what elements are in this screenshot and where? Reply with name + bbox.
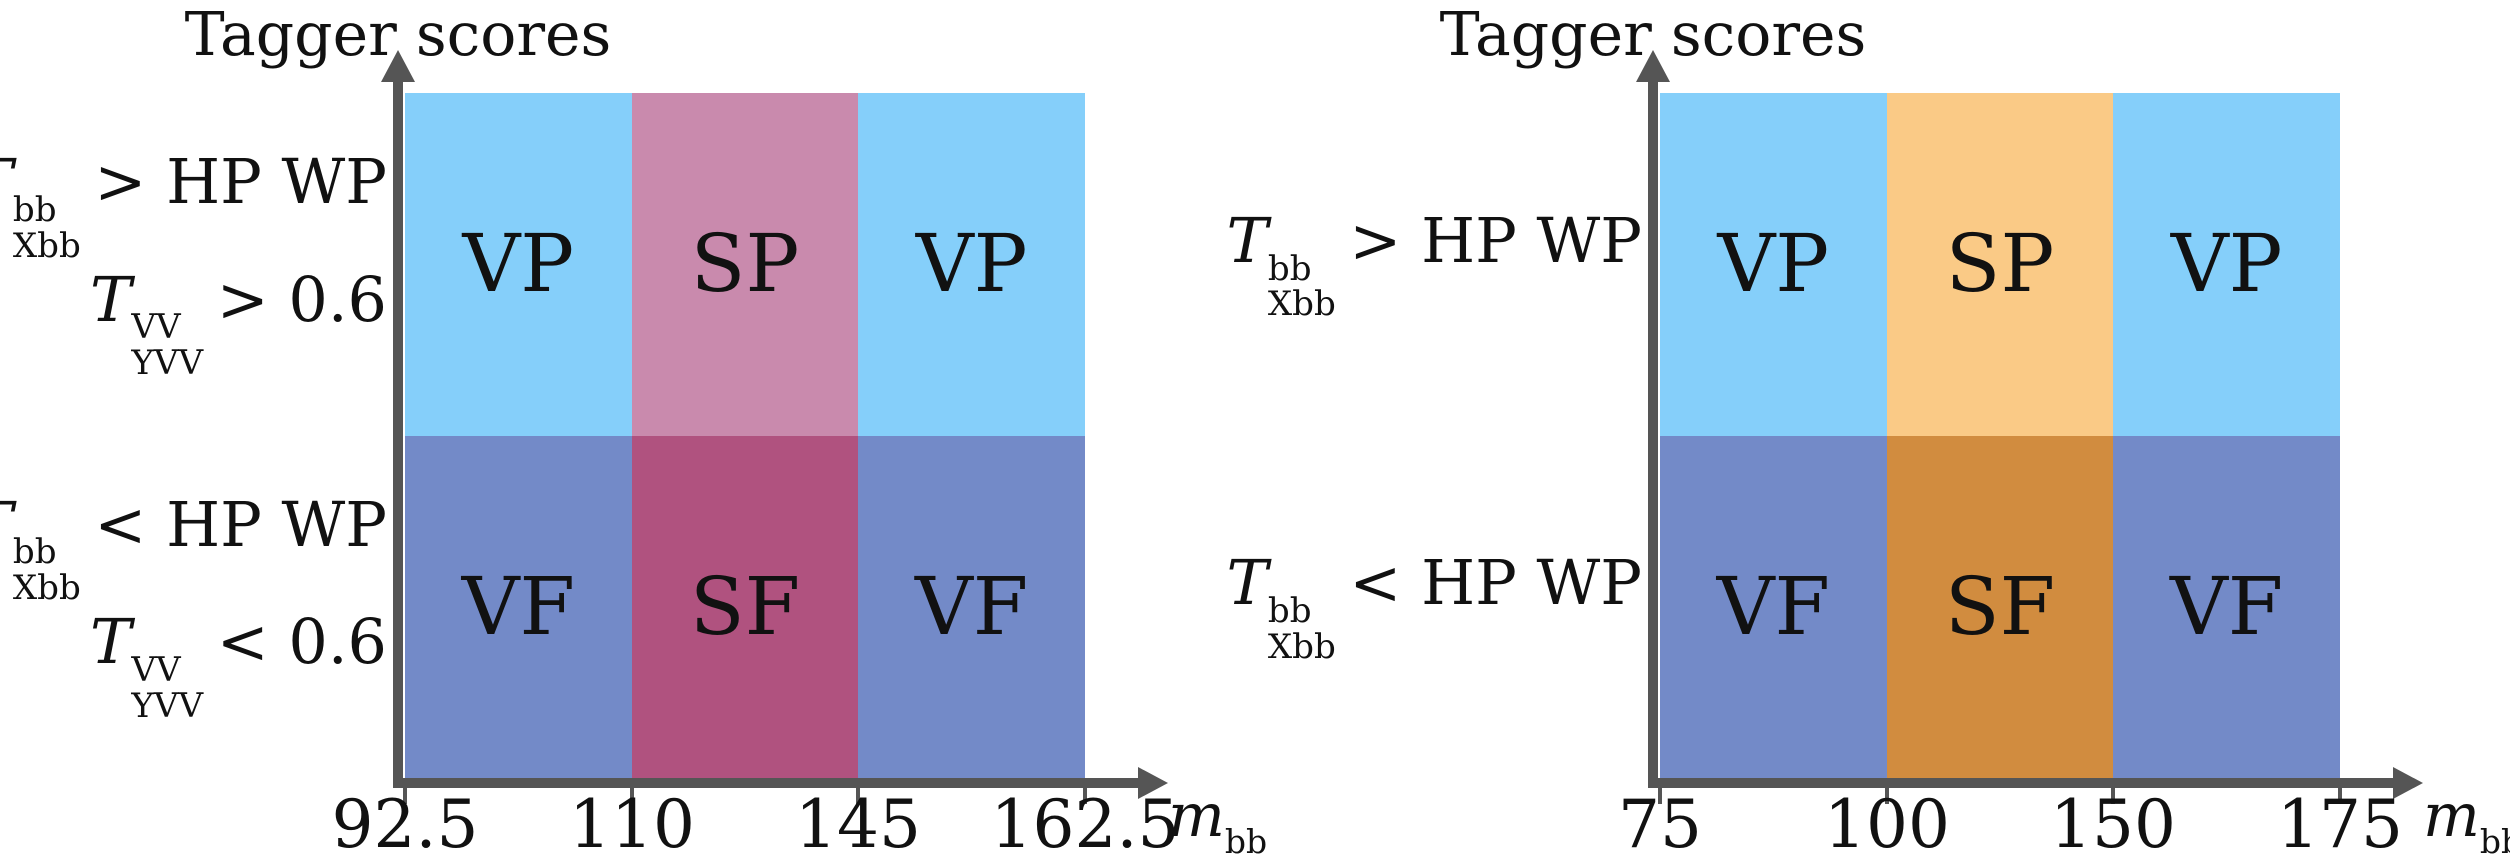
panel-right: Tagger scores VP SP VP VF SF VF 75 100 1… [1227,0,2510,868]
region-grid: VP SP VP VF SF VF [405,93,1085,778]
x-tick-label: 175 [2277,786,2403,863]
condition-text: > HP WP [1349,203,1642,277]
tagger-sub: Xbb [12,225,81,266]
tagger-sub: Xbb [1267,284,1336,325]
x-axis-label: mbbreg [2423,786,2510,868]
x-tick-label: 110 [569,786,695,863]
x-tick-label: 145 [795,786,921,863]
y-axis [393,80,403,788]
x-tick [856,788,860,804]
tagger-sup: bb [1267,248,1312,289]
tagger-sup: bb [12,532,57,573]
x-tick [1658,788,1662,804]
y-axis-arrowhead [381,50,415,82]
x-axis-label-sup: bb [1224,822,1268,862]
x-tick-label: 92.5 [331,786,479,863]
region-cell-label: VF [915,559,1029,653]
region-cell-label: VF [461,559,575,653]
tagger-symbol: T [90,605,132,678]
condition-text: < 0.6 [216,605,387,678]
region-cell-label: VP [1717,217,1830,311]
tagger-sub: Xbb [12,568,81,609]
region-cell-label: VF [2170,559,2284,653]
region-cell-vf2: VF [858,435,1085,778]
tagger-sub: Xbb [1267,626,1336,667]
x-axis-label-base: m [1168,781,1225,851]
tagger-sub: YVV [131,343,204,384]
x-tick-label: 150 [2050,786,2176,863]
tagger-sup: VV [131,649,181,690]
x-tick [1083,788,1087,804]
region-cell-label: VP [915,217,1028,311]
x-tick [2111,788,2115,804]
x-axis-arrowhead [1138,767,1168,799]
panel-left: Tagger scores VP SP VP VF SF VF 92.5 110… [0,2,1281,868]
tagger-sup: bb [1267,591,1312,632]
region-grid: VP SP VP VF SF VF [1660,93,2340,778]
tagger-symbol: T [1226,546,1268,620]
region-cell-vp1: VP [405,93,632,436]
y-region-label-line: T VV YVV > 0.6 [90,262,387,384]
tagger-symbol: T [90,262,132,336]
x-axis-arrowhead [2393,767,2423,799]
x-axis-label: mbbreg [1168,786,1281,868]
region-cell-sf: SF [1886,435,2114,778]
condition-text: < HP WP [1349,546,1642,620]
x-axis [393,778,1140,788]
region-cell-sp: SP [1886,93,2114,436]
tagger-symbol: T [0,488,13,561]
region-cell-vf2: VF [2113,435,2340,778]
tagger-sub: YVV [131,685,204,726]
tagger-sup: bb [12,189,57,230]
region-cell-vf1: VF [1660,435,1887,778]
region-cell-label: SF [1944,559,2056,653]
region-cell-label: SF [689,559,801,653]
region-cell-label: VP [462,217,575,311]
x-axis-label-sub: reg [2480,859,2510,868]
x-tick-label: 100 [1824,786,1950,863]
x-axis-label-sup: bb [2479,822,2510,862]
x-axis-label-sub: reg [1225,859,1281,868]
y-axis-arrowhead [1636,50,1670,82]
y-region-label-line: T VV YVV < 0.6 [90,605,387,726]
tagger-symbol: T [1226,203,1268,277]
region-cell-label: VF [1716,559,1830,653]
region-cell-vf1: VF [405,435,632,778]
region-cell-label: SP [690,217,800,311]
region-cell-vp2: VP [2113,93,2340,436]
tagger-sup: VV [131,307,181,348]
region-cell-sp: SP [631,93,859,436]
y-axis [1648,80,1658,788]
x-axis-label-base: m [2423,781,2480,851]
x-tick-label: 75 [1618,786,1702,863]
x-tick [403,788,407,804]
tagger-symbol: T [0,145,13,218]
condition-text: > 0.6 [216,262,387,336]
region-cell-label: VP [2170,217,2283,311]
x-tick-label: 162.5 [990,786,1180,863]
x-tick [2338,788,2342,804]
x-axis [1648,778,2395,788]
region-cell-vp2: VP [858,93,1085,436]
region-cell-sf: SF [631,435,859,778]
x-tick [630,788,634,804]
condition-text: > HP WP [94,145,387,219]
region-cell-vp1: VP [1660,93,1887,436]
x-tick [1885,788,1889,804]
region-cell-label: SP [1945,217,2055,311]
condition-text: < HP WP [94,487,387,561]
